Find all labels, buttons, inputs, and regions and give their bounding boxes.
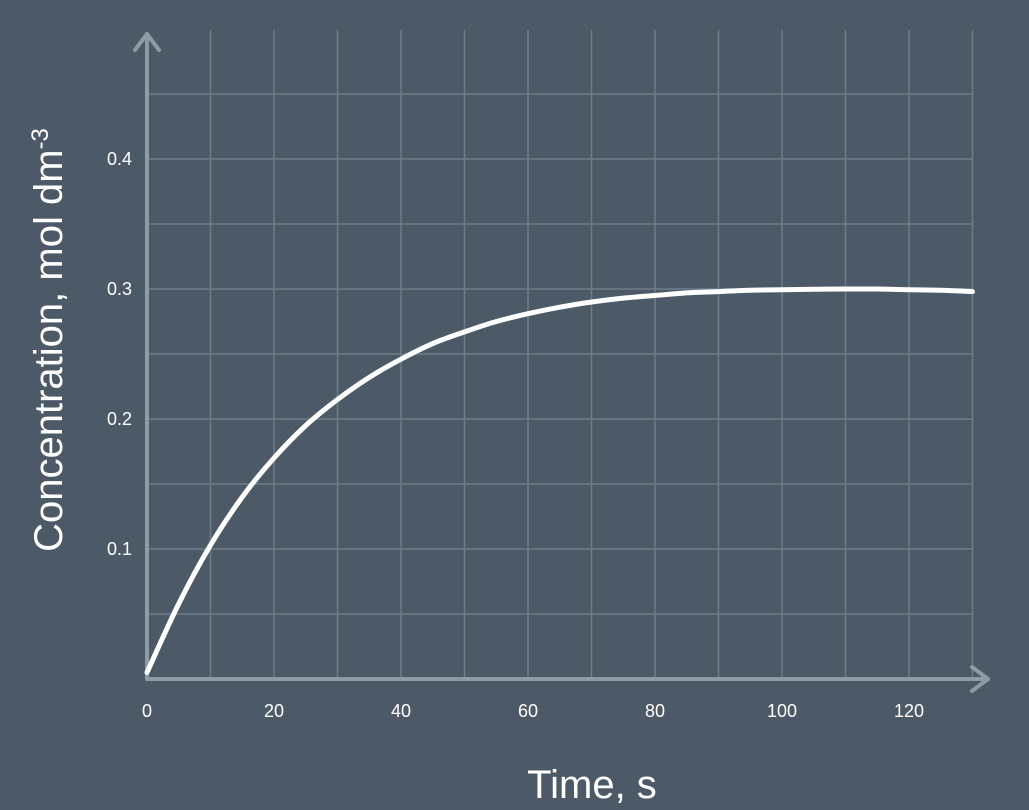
x-tick-label: 100 xyxy=(767,701,797,721)
y-axis-title-text: Concentration, mol dm xyxy=(27,149,71,551)
y-axis-arrow xyxy=(133,32,161,52)
axes xyxy=(133,32,990,693)
y-tick-label: 0.4 xyxy=(107,149,132,169)
y-tick-labels: 0.1 0.2 0.3 0.4 xyxy=(107,149,132,559)
y-tick-label: 0.3 xyxy=(107,279,132,299)
x-tick-label: 120 xyxy=(894,701,924,721)
x-tick-label: 40 xyxy=(391,701,411,721)
y-axis-title-superscript: -3 xyxy=(27,128,54,149)
x-tick-label: 80 xyxy=(645,701,665,721)
x-axis-title: Time, s xyxy=(527,763,657,807)
x-tick-label: 20 xyxy=(264,701,284,721)
grid xyxy=(147,30,974,679)
y-tick-label: 0.2 xyxy=(107,409,132,429)
x-tick-label: 60 xyxy=(518,701,538,721)
x-axis-arrow xyxy=(970,665,990,693)
x-tick-label: 0 xyxy=(142,701,152,721)
x-tick-labels: 0 20 40 60 80 100 120 xyxy=(142,701,924,721)
y-axis-title: Concentration, mol dm-3 xyxy=(27,128,71,552)
y-tick-label: 0.1 xyxy=(107,539,132,559)
data-series-line xyxy=(144,286,975,675)
